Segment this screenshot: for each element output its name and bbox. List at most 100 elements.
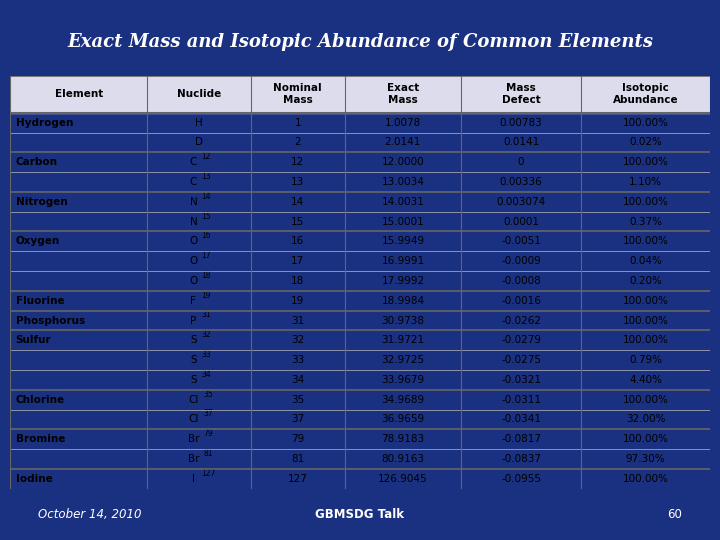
Text: -0.0311: -0.0311 — [501, 395, 541, 404]
Text: S: S — [190, 335, 197, 345]
Text: C: C — [189, 177, 197, 187]
Text: N: N — [189, 197, 197, 207]
Text: 15: 15 — [201, 212, 211, 220]
Text: 0.003074: 0.003074 — [496, 197, 546, 207]
Text: 19: 19 — [291, 296, 305, 306]
Text: -0.0321: -0.0321 — [501, 375, 541, 385]
Text: 12: 12 — [201, 152, 210, 161]
Text: 2: 2 — [294, 138, 301, 147]
Text: 15.0001: 15.0001 — [382, 217, 424, 227]
Text: Carbon: Carbon — [16, 157, 58, 167]
Text: 0.02%: 0.02% — [629, 138, 662, 147]
Text: GBMSDG Talk: GBMSDG Talk — [315, 508, 405, 521]
Text: 33: 33 — [291, 355, 305, 365]
Text: 16: 16 — [201, 231, 211, 240]
Bar — [10, 76, 710, 113]
Text: October 14, 2010: October 14, 2010 — [38, 508, 142, 521]
Text: 126.9045: 126.9045 — [378, 474, 428, 484]
Text: -0.0009: -0.0009 — [501, 256, 541, 266]
Text: 0: 0 — [518, 157, 524, 167]
Text: F: F — [191, 296, 197, 306]
Text: 2.0141: 2.0141 — [384, 138, 421, 147]
Text: 34: 34 — [201, 370, 211, 379]
Text: -0.0837: -0.0837 — [501, 454, 541, 464]
Text: -0.0275: -0.0275 — [501, 355, 541, 365]
Text: -0.0262: -0.0262 — [501, 315, 541, 326]
Text: Element: Element — [55, 89, 103, 99]
Text: Chlorine: Chlorine — [16, 395, 65, 404]
Text: 97.30%: 97.30% — [626, 454, 665, 464]
Text: 32: 32 — [291, 335, 305, 345]
Text: -0.0279: -0.0279 — [501, 335, 541, 345]
Text: 12.0000: 12.0000 — [382, 157, 424, 167]
Text: -0.0955: -0.0955 — [501, 474, 541, 484]
Text: 12: 12 — [291, 157, 305, 167]
Text: 18.9984: 18.9984 — [382, 296, 425, 306]
Text: I: I — [192, 474, 195, 484]
Text: 1.0078: 1.0078 — [384, 118, 421, 127]
Text: 0.37%: 0.37% — [629, 217, 662, 227]
Text: H: H — [195, 118, 203, 127]
Text: 30.9738: 30.9738 — [382, 315, 424, 326]
Text: Br: Br — [188, 454, 199, 464]
Text: 31: 31 — [201, 310, 211, 320]
Text: 13: 13 — [201, 172, 211, 181]
Text: 32.00%: 32.00% — [626, 415, 665, 424]
Text: 13.0034: 13.0034 — [382, 177, 424, 187]
Text: 31: 31 — [291, 315, 305, 326]
Text: -0.0341: -0.0341 — [501, 415, 541, 424]
Text: D: D — [195, 138, 203, 147]
Text: 14: 14 — [291, 197, 305, 207]
Text: Cl: Cl — [188, 415, 199, 424]
Text: Phosphorus: Phosphorus — [16, 315, 85, 326]
Text: 32: 32 — [201, 330, 211, 339]
Text: 100.00%: 100.00% — [623, 296, 668, 306]
Text: 81: 81 — [203, 449, 212, 458]
Text: 37: 37 — [291, 415, 305, 424]
Text: Sulfur: Sulfur — [16, 335, 51, 345]
Text: 17: 17 — [201, 251, 211, 260]
Text: 14: 14 — [201, 192, 211, 201]
Text: S: S — [190, 355, 197, 365]
Text: 17.9992: 17.9992 — [382, 276, 425, 286]
Text: 35: 35 — [291, 395, 305, 404]
Text: 78.9183: 78.9183 — [382, 434, 425, 444]
Text: O: O — [189, 276, 197, 286]
Text: 127: 127 — [288, 474, 307, 484]
Text: 18: 18 — [201, 271, 210, 280]
Text: Nitrogen: Nitrogen — [16, 197, 68, 207]
Text: 19: 19 — [201, 291, 211, 300]
Text: 0.79%: 0.79% — [629, 355, 662, 365]
Text: 100.00%: 100.00% — [623, 237, 668, 246]
Text: 4.40%: 4.40% — [629, 375, 662, 385]
Text: Br: Br — [188, 434, 199, 444]
Text: 1: 1 — [294, 118, 301, 127]
Text: 16: 16 — [291, 237, 305, 246]
Text: -0.0008: -0.0008 — [501, 276, 541, 286]
Text: 17: 17 — [291, 256, 305, 266]
Text: 0.00336: 0.00336 — [500, 177, 542, 187]
Text: 31.9721: 31.9721 — [382, 335, 425, 345]
Text: Bromine: Bromine — [16, 434, 65, 444]
Text: Isotopic
Abundance: Isotopic Abundance — [613, 83, 678, 105]
Text: O: O — [189, 237, 197, 246]
Text: P: P — [190, 315, 197, 326]
Text: S: S — [190, 375, 197, 385]
Text: 15: 15 — [291, 217, 305, 227]
Text: 100.00%: 100.00% — [623, 118, 668, 127]
Text: 15.9949: 15.9949 — [382, 237, 425, 246]
Text: 0.00783: 0.00783 — [500, 118, 542, 127]
Text: Mass
Defect: Mass Defect — [502, 83, 541, 105]
Text: 34: 34 — [291, 375, 305, 385]
Text: Cl: Cl — [188, 395, 199, 404]
Text: 100.00%: 100.00% — [623, 335, 668, 345]
Text: Fluorine: Fluorine — [16, 296, 64, 306]
Text: 16.9991: 16.9991 — [382, 256, 425, 266]
Text: 100.00%: 100.00% — [623, 474, 668, 484]
Text: 18: 18 — [291, 276, 305, 286]
Text: 0.20%: 0.20% — [629, 276, 662, 286]
Text: 32.9725: 32.9725 — [382, 355, 425, 365]
Text: 36.9659: 36.9659 — [382, 415, 425, 424]
Text: Nuclide: Nuclide — [177, 89, 221, 99]
Text: 33.9679: 33.9679 — [382, 375, 425, 385]
